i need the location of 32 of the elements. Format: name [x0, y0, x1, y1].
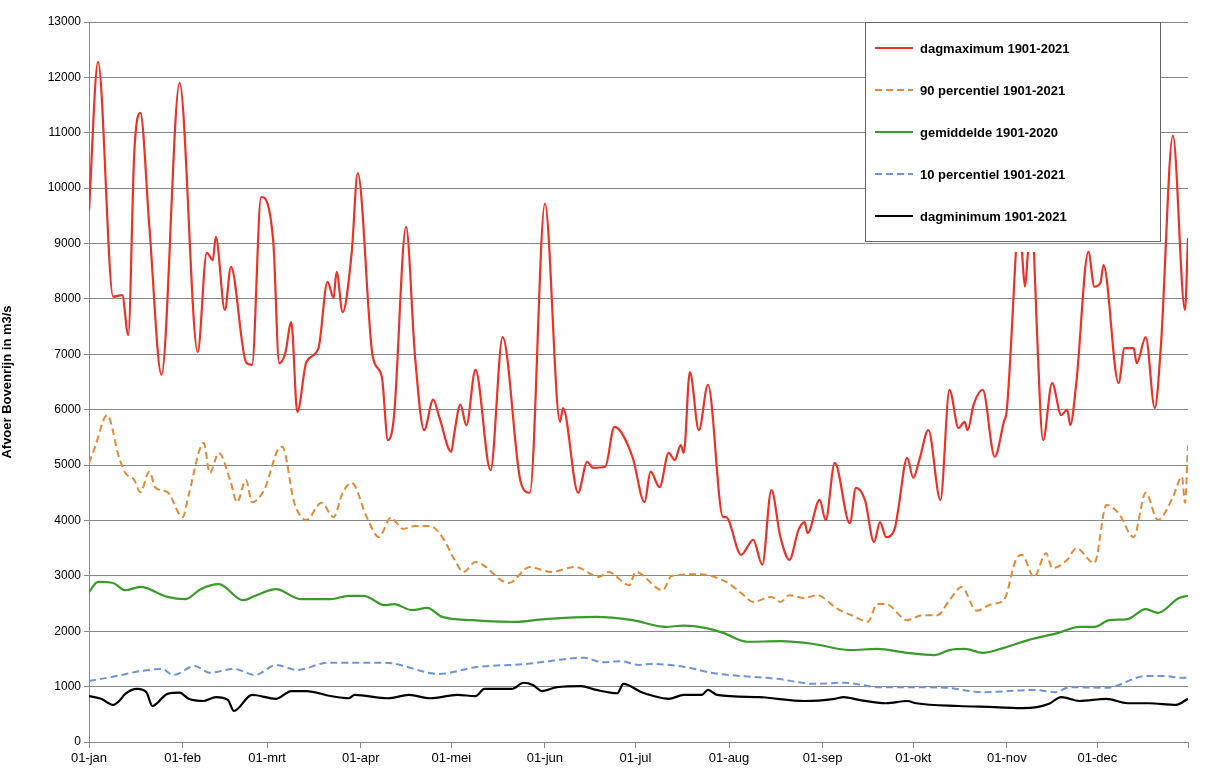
x-tick-label: 01-mei	[431, 750, 472, 766]
legend-label: dagminimum 1901-2021	[920, 208, 1067, 224]
y-tick-label: 9000	[54, 235, 82, 250]
legend-label: gemiddelde 1901-2020	[920, 124, 1059, 140]
y-tick-label: 11000	[48, 125, 82, 140]
y-tick-label: 13000	[47, 14, 82, 29]
x-tick-label: 01-nov	[986, 750, 1028, 766]
legend-label: 90 percentiel 1901-2021	[920, 82, 1066, 98]
x-tick-label: 01-jun	[526, 750, 563, 766]
x-tick-label: 01-apr	[341, 750, 381, 766]
legend-label: 10 percentiel 1901-2021	[920, 166, 1066, 182]
legend-label: dagmaximum 1901-2021	[920, 40, 1070, 56]
y-tick-label: 5000	[54, 457, 82, 472]
y-tick-label: 7000	[54, 346, 82, 361]
y-tick-label: 8000	[54, 291, 82, 306]
y-tick-label: 1000	[54, 678, 82, 693]
y-axis-title: Afvoer Bovenrijn in m3/s	[0, 305, 15, 459]
y-tick-label: 12000	[47, 69, 82, 84]
y-tick-label: 4000	[54, 512, 82, 527]
y-tick-label: 3000	[54, 568, 82, 583]
x-tick-label: 01-mrt	[248, 750, 287, 766]
x-tick-label: 01-okt	[895, 750, 932, 766]
x-tick-label: 01-jan	[70, 750, 108, 766]
x-tick-label: 01-dec	[1077, 750, 1118, 766]
y-tick-label: 2000	[54, 623, 82, 638]
y-tick-label: 6000	[54, 402, 82, 416]
x-tick-label: 01-aug	[708, 750, 750, 766]
x-tick-label: 01-jul	[619, 750, 652, 766]
x-tick-label: 01-feb	[164, 750, 202, 766]
y-tick-label: 10000	[47, 180, 82, 195]
x-tick-label: 01-sep	[802, 750, 843, 766]
y-tick-label: 0	[74, 734, 82, 749]
